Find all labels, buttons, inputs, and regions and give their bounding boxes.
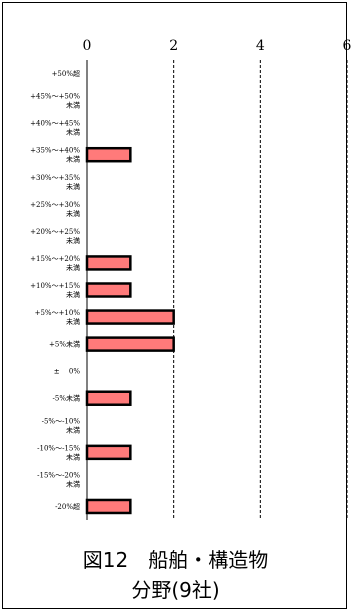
category-label-0-line-0: +50%超 bbox=[52, 69, 80, 78]
category-label-15-line-0: -15%～-20% bbox=[37, 471, 80, 479]
category-label-12: -5%未満 bbox=[53, 394, 80, 403]
category-label-12-line-0: -5%未満 bbox=[53, 394, 80, 403]
category-label-6-line-0: +20%～+25% bbox=[30, 228, 80, 236]
category-label-13-line-0: -5%～-10% bbox=[42, 417, 81, 425]
category-label-10: +5%未満 bbox=[49, 340, 80, 349]
chart-frame bbox=[2, 2, 347, 609]
category-label-11: ± 0% bbox=[54, 368, 81, 376]
category-label-15-line-1: 未満 bbox=[66, 479, 80, 488]
category-label-14-line-1: 未満 bbox=[66, 452, 80, 461]
category-label-11-line-0: ± 0% bbox=[54, 368, 81, 376]
category-label-3-line-1: 未満 bbox=[66, 155, 80, 164]
category-label-8-line-0: +10%～+15% bbox=[30, 282, 80, 290]
bar-7 bbox=[85, 255, 132, 271]
category-label-14: -10%～-15%未満 bbox=[37, 444, 80, 461]
category-label-1: +45%～+50%未満 bbox=[30, 93, 80, 110]
category-label-0: +50%超 bbox=[52, 69, 80, 78]
category-label-8: +10%～+15%未満 bbox=[30, 282, 80, 299]
chart-caption: 図12 船舶・構造物 分野(9社) bbox=[0, 545, 351, 605]
bar-12 bbox=[85, 390, 132, 406]
category-label-6: +20%～+25%未満 bbox=[30, 228, 80, 245]
x-tick-label-3: 6 bbox=[343, 38, 351, 54]
category-label-13-line-1: 未満 bbox=[66, 425, 80, 434]
category-label-4: +30%～+35%未満 bbox=[30, 174, 80, 191]
category-label-9-line-1: 未満 bbox=[66, 317, 80, 326]
category-label-1-line-0: +45%～+50% bbox=[30, 93, 80, 101]
x-tick-label-2: 4 bbox=[256, 38, 265, 54]
bar-14 bbox=[85, 444, 132, 461]
category-label-5: +25%～+30%未満 bbox=[30, 201, 80, 218]
category-label-9: +5%～+10%未満 bbox=[35, 309, 81, 326]
category-label-16-line-0: -20%超 bbox=[55, 502, 80, 511]
category-label-2-line-1: 未満 bbox=[66, 128, 80, 137]
bar-9 bbox=[85, 309, 175, 325]
x-tick-label-0: 0 bbox=[83, 38, 92, 54]
bar-16 bbox=[85, 498, 132, 515]
category-label-5-line-1: 未満 bbox=[66, 209, 80, 218]
category-label-2: +40%～+45%未満 bbox=[30, 120, 80, 137]
category-label-7-line-0: +15%～+20% bbox=[30, 255, 80, 263]
caption-line-2: 分野(9社) bbox=[131, 578, 220, 602]
category-label-7-line-1: 未満 bbox=[66, 263, 80, 272]
category-label-13: -5%～-10%未満 bbox=[42, 417, 81, 434]
category-label-4-line-1: 未満 bbox=[66, 182, 80, 191]
bar-3 bbox=[85, 146, 132, 163]
category-label-2-line-0: +40%～+45% bbox=[30, 120, 80, 128]
category-label-1-line-1: 未満 bbox=[66, 101, 80, 110]
category-label-6-line-1: 未満 bbox=[66, 236, 80, 245]
category-label-10-line-0: +5%未満 bbox=[49, 340, 80, 349]
category-label-8-line-1: 未満 bbox=[66, 290, 80, 299]
category-label-4-line-0: +30%～+35% bbox=[30, 174, 80, 182]
bar-8 bbox=[85, 282, 132, 298]
category-label-5-line-0: +25%～+30% bbox=[30, 201, 80, 209]
bar-10 bbox=[85, 336, 175, 352]
caption-line-1: 図12 船舶・構造物 bbox=[82, 548, 269, 572]
category-label-15: -15%～-20%未満 bbox=[37, 471, 80, 488]
category-label-14-line-0: -10%～-15% bbox=[37, 444, 80, 452]
x-tick-label-1: 2 bbox=[169, 38, 178, 54]
category-label-3: +35%～+40%未満 bbox=[30, 147, 80, 164]
category-label-9-line-0: +5%～+10% bbox=[35, 309, 81, 317]
category-label-16: -20%超 bbox=[55, 502, 80, 511]
category-label-3-line-0: +35%～+40% bbox=[30, 147, 80, 155]
category-label-7: +15%～+20%未満 bbox=[30, 255, 80, 272]
